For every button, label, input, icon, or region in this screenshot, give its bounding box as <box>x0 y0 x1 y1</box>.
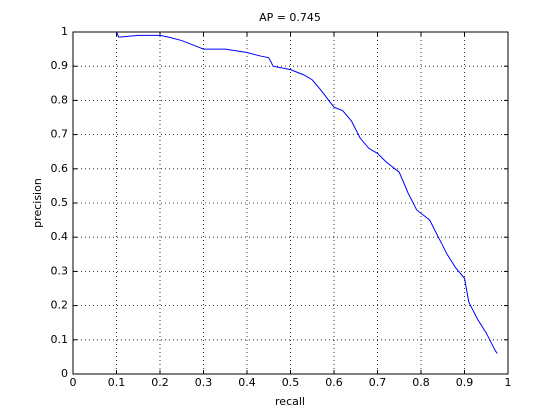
plot-area <box>73 32 508 374</box>
y-tick-label: 0.6 <box>51 162 69 175</box>
x-tick-label: 0.8 <box>412 376 430 389</box>
y-tick-label: 0.1 <box>51 333 69 346</box>
x-axis-label: recall <box>275 395 305 408</box>
y-tick-label: 0.7 <box>51 128 69 141</box>
x-tick-label: 0.7 <box>369 376 387 389</box>
x-tick-label: 0 <box>70 376 77 389</box>
y-tick-label: 0.9 <box>51 59 69 72</box>
y-tick-label: 0.8 <box>51 93 69 106</box>
x-tick-label: 0.5 <box>282 376 300 389</box>
y-tick-label: 0 <box>61 367 68 380</box>
y-tick-label: 1 <box>61 25 68 38</box>
y-tick-label: 0.3 <box>51 264 69 277</box>
y-tick-label: 0.2 <box>51 299 69 312</box>
axes-frame <box>72 31 509 375</box>
x-tick-label: 0.9 <box>456 376 474 389</box>
x-tick-label: 0.3 <box>195 376 213 389</box>
x-tick-label: 0.1 <box>108 376 126 389</box>
x-tick-label: 0.2 <box>151 376 169 389</box>
y-tick-label: 0.4 <box>51 230 69 243</box>
x-tick-label: 1 <box>505 376 512 389</box>
y-axis-label: precision <box>31 178 44 228</box>
x-tick-label: 0.4 <box>238 376 256 389</box>
x-tick-label: 0.6 <box>325 376 343 389</box>
pr-curve <box>116 31 498 354</box>
y-tick-label: 0.5 <box>51 196 69 209</box>
chart-title: AP = 0.745 <box>259 11 321 24</box>
